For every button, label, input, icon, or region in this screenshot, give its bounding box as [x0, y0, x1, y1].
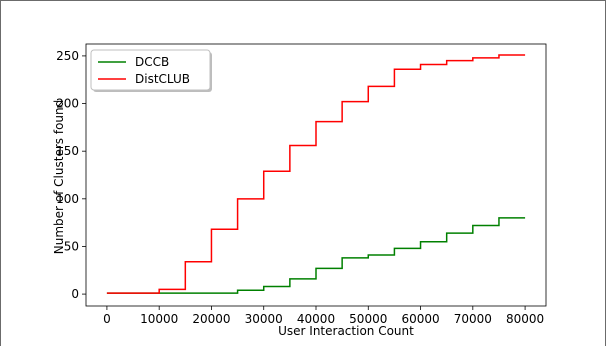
- x-tick-label: 70000: [454, 312, 492, 326]
- y-axis-title: Number of Clusters found: [52, 100, 66, 254]
- x-tick-label: 50000: [349, 312, 387, 326]
- y-tick-label: 250: [56, 49, 79, 63]
- x-tick-label: 30000: [245, 312, 283, 326]
- y-axis-ticks: 0 50 100 150 200 250: [56, 49, 86, 301]
- x-tick-label: 0: [103, 312, 111, 326]
- y-tick-label: 150: [56, 144, 79, 158]
- y-tick-label: 0: [71, 287, 79, 301]
- y-tick-label: 200: [56, 97, 79, 111]
- x-axis-title: User Interaction Count: [278, 324, 414, 338]
- series-line-distclub: [106, 54, 526, 294]
- legend-label: DistCLUB: [135, 72, 190, 86]
- legend-label: DCCB: [135, 55, 169, 69]
- x-axis-ticks: 0 10000 20000 30000 40000 50000 60000 70000 8000…: [103, 306, 544, 326]
- y-tick-label: 50: [64, 239, 79, 253]
- y-tick-label: 100: [56, 192, 79, 206]
- legend: DCCB DistCLUB: [90, 49, 212, 92]
- series-line-dccb: [106, 217, 526, 294]
- series-lines: [106, 54, 526, 294]
- x-tick-label: 80000: [506, 312, 544, 326]
- x-tick-label: 10000: [140, 312, 178, 326]
- x-tick-label: 20000: [192, 312, 230, 326]
- legend-box: [90, 49, 211, 91]
- x-tick-label: 60000: [401, 312, 439, 326]
- x-tick-label: 40000: [297, 312, 335, 326]
